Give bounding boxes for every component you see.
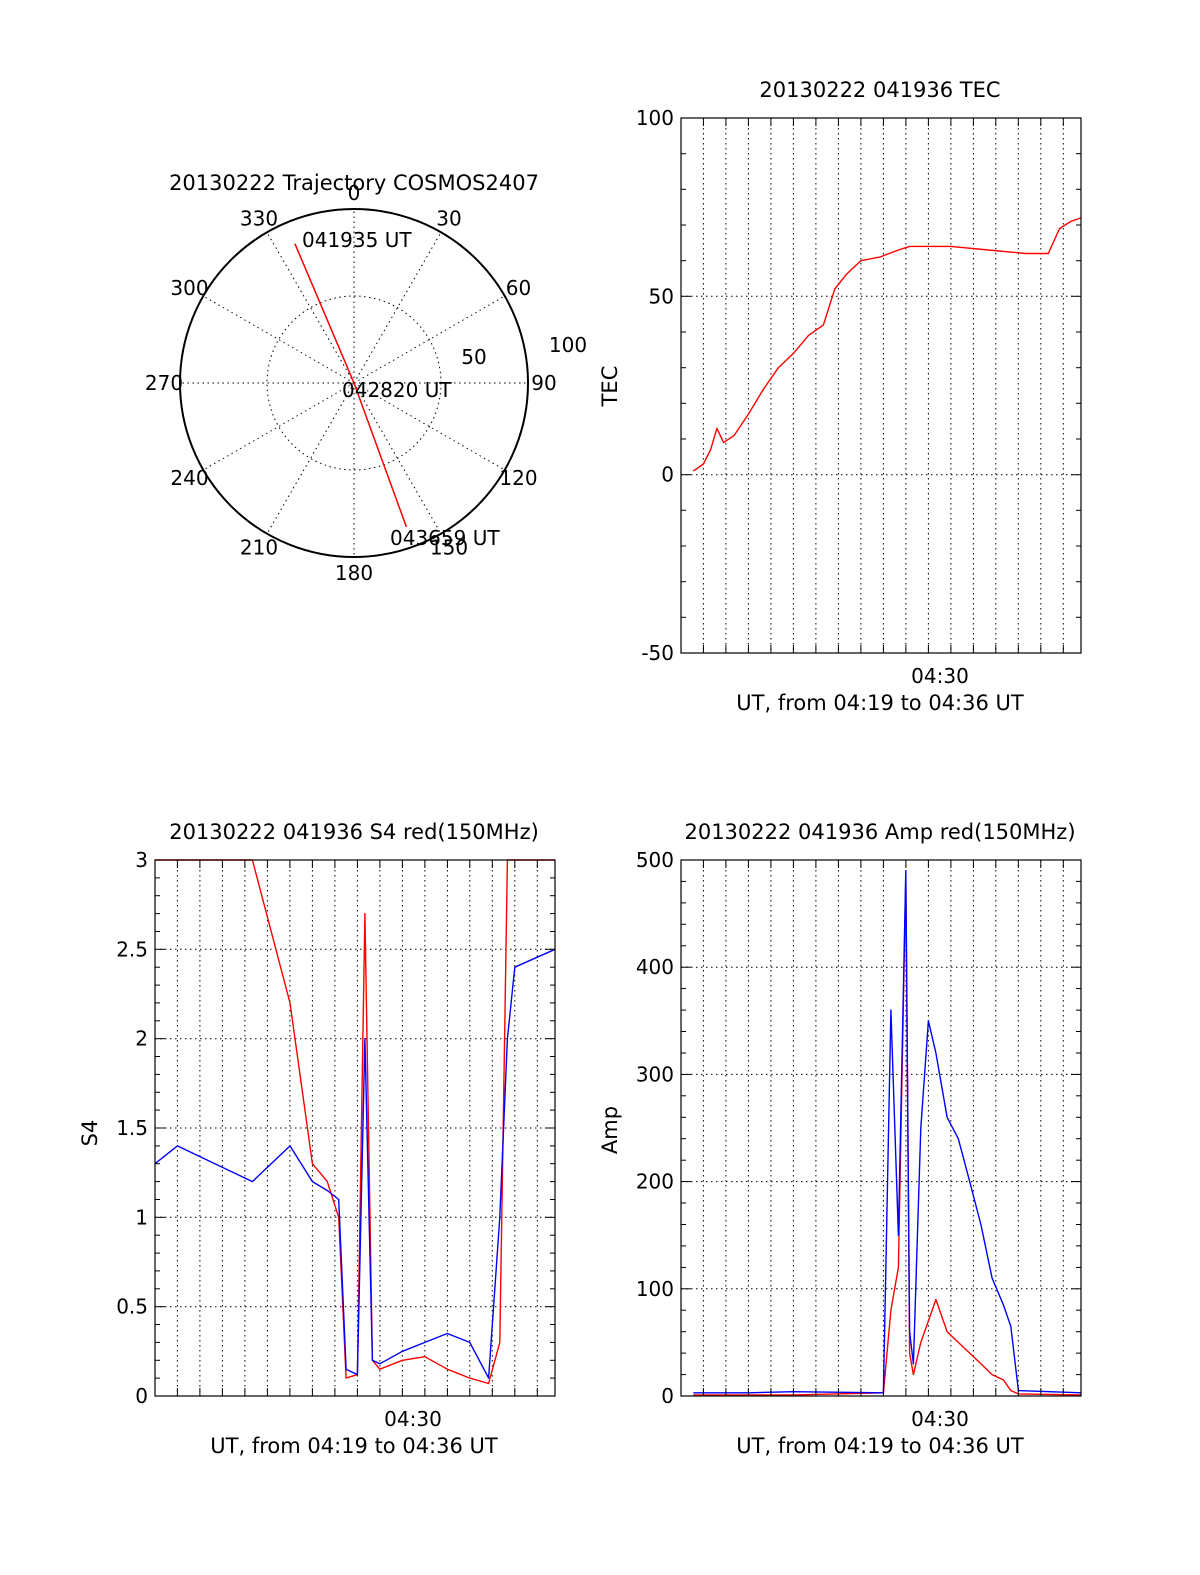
trajectory-mid-label: 042820 UT [342, 378, 452, 402]
s4-ticks [155, 859, 555, 1397]
tec-y-tick-label-100: 100 [636, 106, 674, 130]
polar-trajectory-panel: 20130222 Trajectory COSMOS2407 0 30 60 90 12… [145, 171, 587, 585]
tec-x-tick-label: 04:30 [911, 664, 969, 688]
tec-ticks [681, 117, 1081, 654]
s4-series-group [154, 859, 556, 1385]
polar-azimuth-label-120: 120 [499, 466, 537, 490]
tec-series-0-line [692, 217, 1082, 472]
s4-panel: 20130222 041936 S4 red(150MHz) 0 0.5 1 1.5 2… [78, 820, 556, 1458]
amp-y-tick-label-500: 500 [636, 848, 674, 872]
polar-title: 20130222 Trajectory COSMOS2407 [169, 171, 539, 195]
amp-y-tick-label-200: 200 [636, 1170, 674, 1194]
polar-spoke-330 [266, 232, 355, 384]
s4-y-tick-label-3: 3 [135, 848, 148, 872]
s4-y-tick-label-2.5: 2.5 [116, 937, 148, 961]
tec-series-group [692, 217, 1082, 472]
polar-azimuth-label-270: 270 [145, 371, 183, 395]
tec-y-tick-labels: -50 0 50 100 [636, 106, 674, 665]
amp-y-tick-labels: 0 100 200 300 400 500 [636, 848, 674, 1408]
amp-grid [681, 860, 1081, 1396]
polar-spoke-150 [353, 382, 442, 534]
s4-series-0-line [155, 859, 555, 1385]
polar-azimuth-label-180: 180 [335, 561, 373, 585]
amp-y-tick-label-400: 400 [636, 955, 674, 979]
polar-spoke-60 [353, 295, 505, 384]
amp-title: 20130222 041936 Amp red(150MHz) [684, 820, 1075, 844]
polar-azimuth-label-30: 30 [436, 207, 461, 231]
tec-x-axis-label: UT, from 04:19 to 04:36 UT [736, 691, 1024, 715]
polar-azimuth-label-240: 240 [170, 466, 208, 490]
tec-y-tick-label--50: -50 [641, 641, 674, 665]
amp-y-tick-label-0: 0 [661, 1384, 674, 1408]
polar-spokes [180, 209, 528, 557]
tec-y-tick-label-50: 50 [649, 284, 674, 308]
s4-title: 20130222 041936 S4 red(150MHz) [169, 820, 539, 844]
polar-spoke-120 [353, 382, 505, 471]
polar-spoke-300 [203, 295, 355, 384]
tec-title: 20130222 041936 TEC [759, 78, 1000, 102]
s4-x-axis-label: UT, from 04:19 to 04:36 UT [210, 1434, 498, 1458]
s4-x-tick-label: 04:30 [384, 1407, 442, 1431]
amp-series-group [693, 870, 1082, 1396]
polar-azimuth-label-0: 0 [348, 181, 361, 205]
amp-x-axis-label: UT, from 04:19 to 04:36 UT [736, 1434, 1024, 1458]
polar-azimuth-labels: 0 30 60 90 120 150 180 210 240 270 300 330 [145, 181, 557, 585]
polar-azimuth-label-330: 330 [240, 207, 278, 231]
tec-grid [681, 118, 1081, 653]
polar-inner-ring [266, 295, 442, 471]
s4-y-axis-label: S4 [78, 1120, 102, 1147]
polar-azimuth-label-300: 300 [170, 276, 208, 300]
tec-plot-frame [680, 117, 1082, 654]
s4-y-tick-label-0.5: 0.5 [116, 1295, 148, 1319]
amp-ticks [681, 859, 1081, 1397]
polar-trajectory-line [294, 243, 408, 528]
polar-radial-label-50: 50 [461, 345, 486, 369]
polar-azimuth-label-90: 90 [531, 371, 556, 395]
polar-azimuth-label-210: 210 [240, 536, 278, 560]
s4-series-1-line [154, 948, 556, 1379]
amp-plot-frame [680, 859, 1082, 1397]
s4-y-tick-label-1: 1 [135, 1205, 148, 1229]
polar-spoke-30 [353, 232, 442, 384]
amp-series-0-line [693, 875, 1082, 1396]
tec-y-tick-label-0: 0 [661, 463, 674, 487]
tec-panel: 20130222 041936 TEC -50 0 50 100 04:30 UT, … [598, 78, 1082, 715]
trajectory-start-label: 041935 UT [302, 228, 412, 252]
polar-azimuth-label-150: 150 [430, 536, 468, 560]
tec-y-axis-label: TEC [598, 366, 622, 408]
amp-y-tick-label-100: 100 [636, 1277, 674, 1301]
trajectory-end-label: 043659 UT [390, 526, 500, 550]
amp-series-1-line [693, 870, 1082, 1394]
amp-panel: 20130222 041936 Amp red(150MHz) 0 100 200 3… [598, 820, 1082, 1458]
amp-y-axis-label: Amp [598, 1106, 622, 1154]
s4-y-tick-label-1.5: 1.5 [116, 1116, 148, 1140]
polar-outer-ring [179, 208, 529, 558]
s4-y-tick-label-2: 2 [135, 1027, 148, 1051]
amp-x-tick-label: 04:30 [911, 1407, 969, 1431]
polar-spoke-240 [203, 382, 355, 471]
s4-grid [155, 860, 555, 1396]
s4-y-tick-labels: 0 0.5 1 1.5 2 2.5 3 [116, 848, 148, 1408]
polar-radial-label-100: 100 [549, 333, 587, 357]
polar-azimuth-label-60: 60 [506, 276, 531, 300]
s4-y-tick-label-0: 0 [135, 1384, 148, 1408]
amp-y-tick-label-300: 300 [636, 1062, 674, 1086]
polar-spoke-210 [266, 382, 355, 534]
